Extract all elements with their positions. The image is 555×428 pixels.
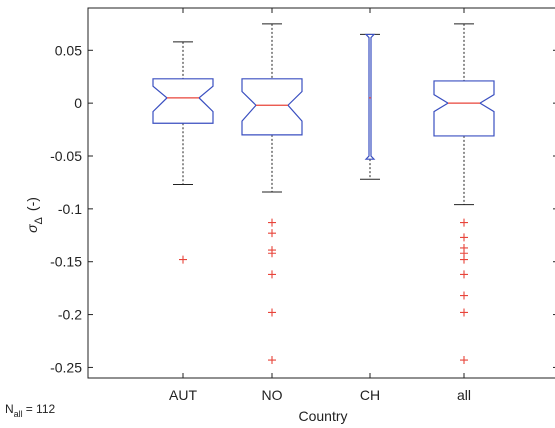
outlier-point xyxy=(268,249,276,258)
box-body xyxy=(433,80,495,137)
y-tick-label: 0.05 xyxy=(55,42,82,58)
outlier-point xyxy=(460,308,468,317)
y-axis-label-subscript: Δ xyxy=(33,216,45,224)
y-tick-label: -0.15 xyxy=(50,254,82,270)
outlier-point xyxy=(268,356,276,365)
outlier-point xyxy=(268,308,276,317)
outlier-point xyxy=(460,270,468,279)
outlier-point xyxy=(179,255,187,264)
box-body xyxy=(241,78,303,136)
x-axis: AUT NO CH all xyxy=(169,8,471,403)
y-tick-label: 0 xyxy=(74,95,82,111)
y-axis-label-symbol: σ xyxy=(24,224,40,233)
box-body xyxy=(152,78,214,124)
sample-size-subscript: all xyxy=(14,409,23,419)
y-tick-label: -0.1 xyxy=(58,201,82,217)
outlier-point xyxy=(460,218,468,227)
outlier-point xyxy=(460,356,468,365)
box-all xyxy=(433,23,495,365)
outlier-point xyxy=(460,255,468,264)
box-aut xyxy=(152,41,214,264)
outlier-point xyxy=(268,218,276,227)
x-tick-label: NO xyxy=(262,387,283,403)
box-body xyxy=(364,33,376,160)
x-axis-label: Country xyxy=(298,408,347,424)
y-tick-label: -0.2 xyxy=(58,307,82,323)
outlier-point xyxy=(460,291,468,300)
box-no xyxy=(241,23,303,365)
outlier-point xyxy=(268,229,276,238)
x-tick-label: AUT xyxy=(169,387,197,403)
outlier-point xyxy=(268,270,276,279)
sample-size-value: = 112 xyxy=(26,402,56,416)
y-axis-label-unit: (-) xyxy=(24,197,40,211)
x-tick-label: CH xyxy=(360,387,380,403)
box-ch xyxy=(360,33,380,180)
sample-size-symbol: N xyxy=(5,402,14,416)
outlier-point xyxy=(460,233,468,242)
box-series xyxy=(152,23,495,365)
y-axis: 0.05 0 -0.05 -0.1 -0.15 -0.2 -0.25 xyxy=(50,42,555,375)
x-tick-label: all xyxy=(457,387,471,403)
y-tick-label: -0.25 xyxy=(50,359,82,375)
plot-area xyxy=(87,7,555,379)
sample-size-annotation: Nall = 112 xyxy=(5,402,55,419)
y-tick-label: -0.05 xyxy=(50,148,82,164)
y-axis-label: σΔ (-) xyxy=(24,197,45,233)
